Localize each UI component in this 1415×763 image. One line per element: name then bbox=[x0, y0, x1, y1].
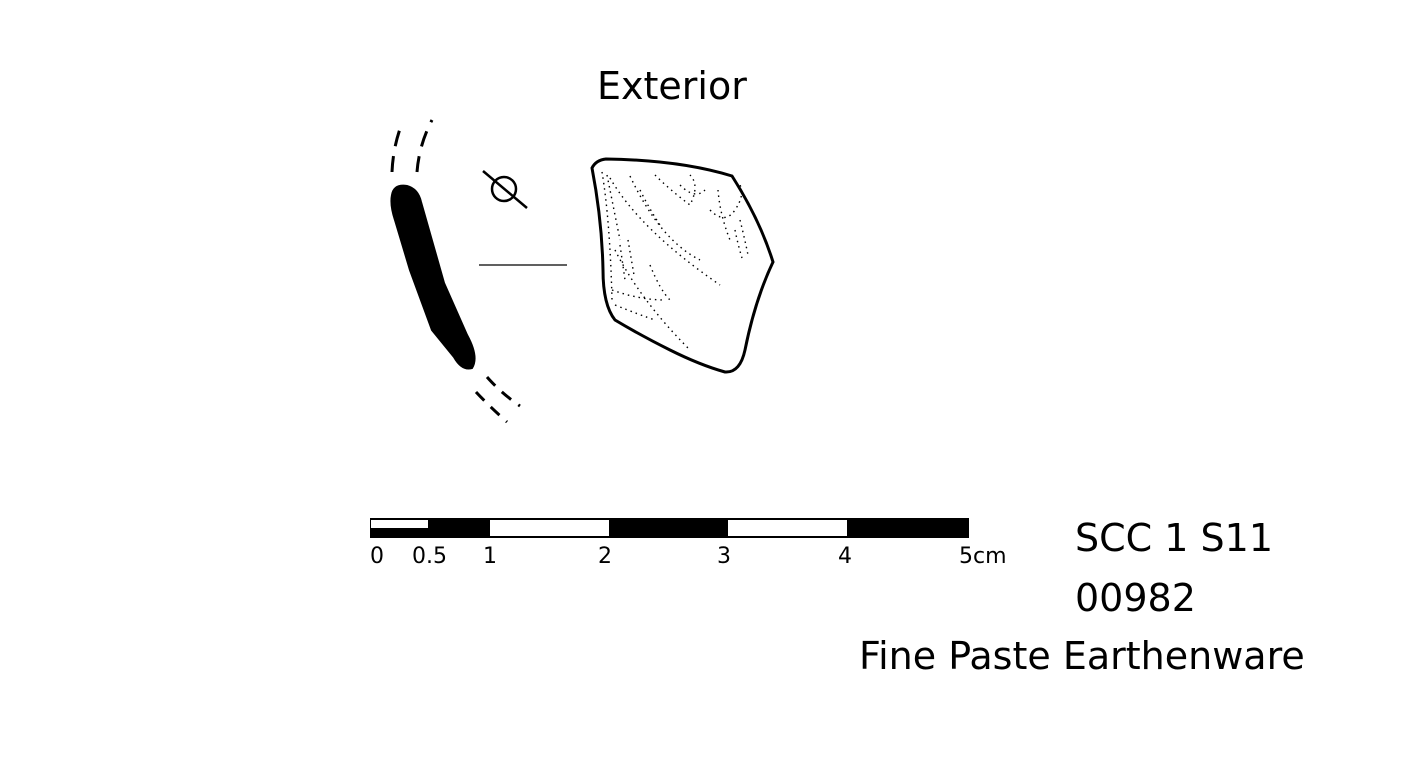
catalog-number: 00982 bbox=[1075, 576, 1196, 620]
scale-tick-label-1: 1 bbox=[483, 544, 497, 569]
scale-segment-0-0.5-bottom bbox=[371, 528, 428, 537]
sherd-exterior-outline bbox=[590, 157, 775, 374]
scale-tick-label-2: 2 bbox=[598, 544, 612, 569]
scale-tick-label-0.5: 0.5 bbox=[412, 544, 447, 569]
scale-tick-label-3: 3 bbox=[717, 544, 731, 569]
scale-tick-label-0: 0 bbox=[370, 544, 384, 569]
surface-stippling bbox=[601, 171, 749, 351]
profile-continuation-bottom-inner bbox=[485, 376, 521, 408]
catalog-context: SCC 1 S11 bbox=[1075, 516, 1273, 560]
scale-segment-0.5-1 bbox=[428, 519, 490, 537]
scale-segment-0-0.5-top bbox=[371, 519, 428, 528]
scale-segment-3-4 bbox=[728, 522, 847, 534]
profile-continuation-top-outer bbox=[390, 125, 403, 173]
scale-tick-label-4: 4 bbox=[838, 544, 852, 569]
scale-bar bbox=[370, 518, 969, 538]
profile-continuation-top-inner bbox=[415, 119, 434, 173]
diameter-symbol-icon bbox=[482, 170, 528, 209]
scale-tick-label-5cm: 5cm bbox=[959, 544, 1007, 569]
scale-segment-1-2 bbox=[490, 522, 609, 534]
profile-continuation-bottom-outer bbox=[474, 390, 508, 424]
scale-segment-2-3 bbox=[609, 519, 728, 537]
catalog-ware: Fine Paste Earthenware bbox=[859, 634, 1305, 678]
scale-segment-4-5 bbox=[847, 519, 968, 537]
sherd-profile-section bbox=[390, 184, 476, 370]
view-label: Exterior bbox=[597, 64, 747, 108]
